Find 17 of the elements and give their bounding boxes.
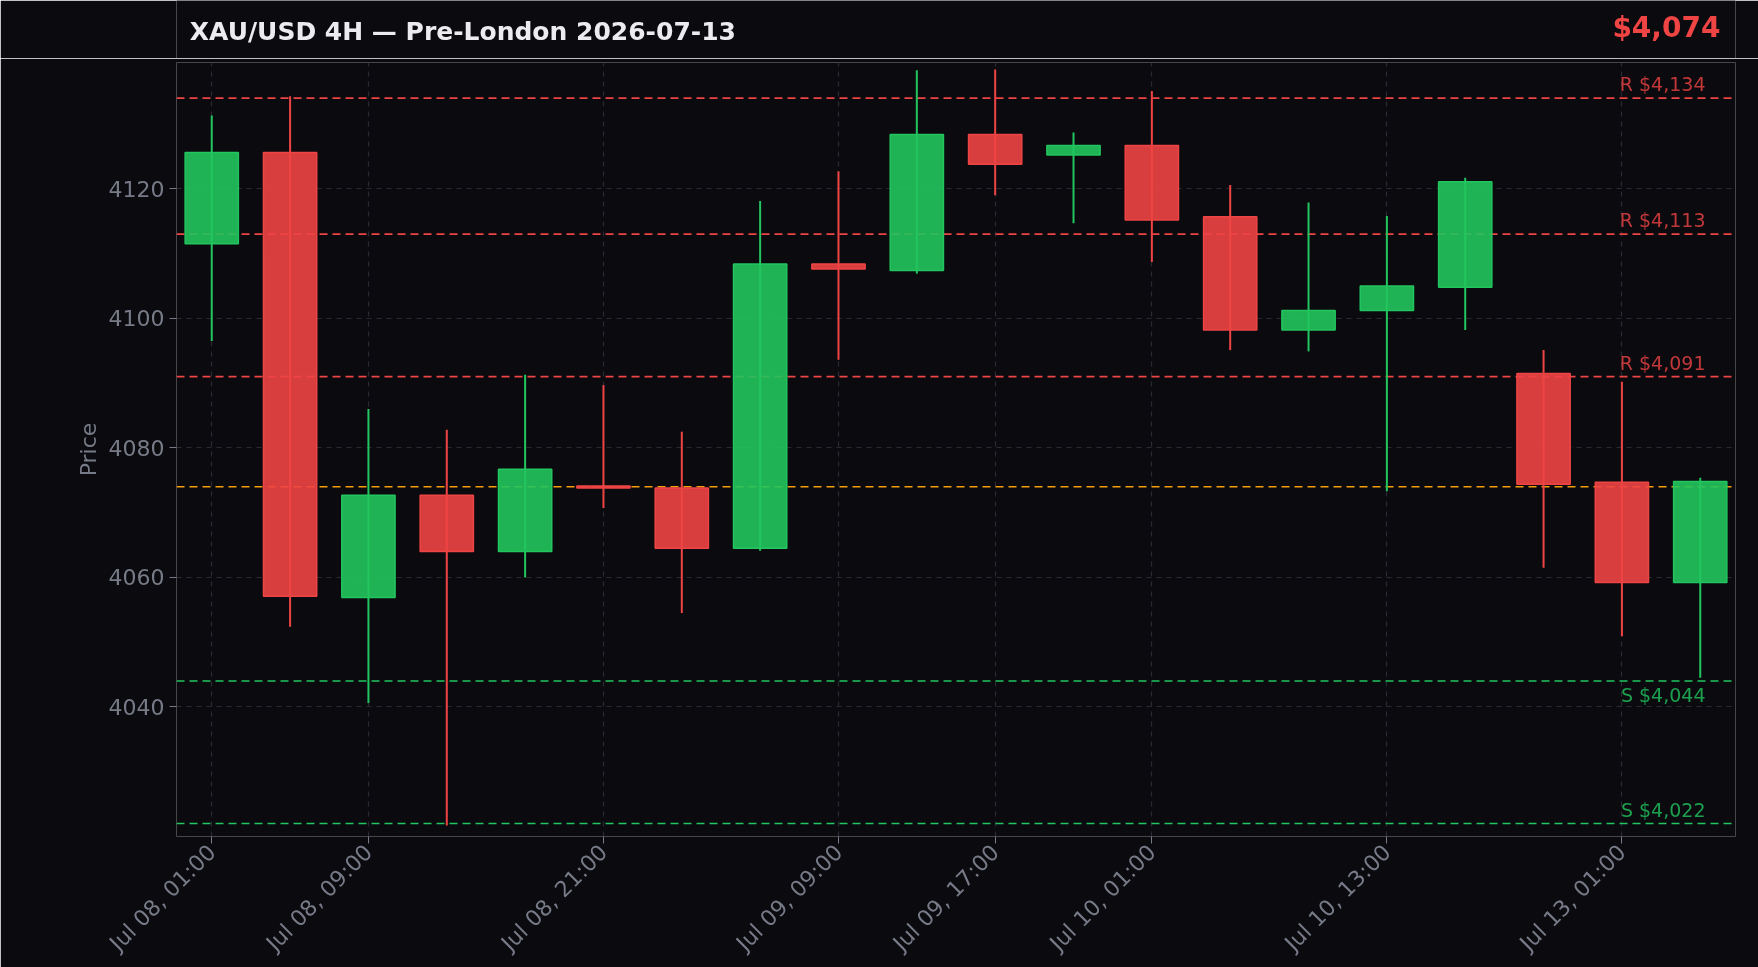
y-tick-label: 4100 (108, 306, 165, 332)
candlestick (1359, 215, 1415, 493)
y-tick-label: 4120 (108, 176, 165, 202)
y-tick-label: 4060 (108, 565, 165, 591)
chart-title: XAU/USD 4H — Pre-London 2026-07-13 (189, 17, 736, 46)
y-tick-label: 4040 (108, 694, 165, 720)
ref-line-label: R $4,091 (1619, 351, 1706, 374)
y-tick-label: 4080 (108, 435, 165, 461)
candlestick (1046, 131, 1101, 225)
ref-line-label: S $4,044 (1620, 684, 1706, 707)
candlestick (1281, 201, 1336, 353)
y-axis-title: Price (75, 422, 101, 477)
ref-line-label: R $4,134 (1619, 73, 1706, 96)
candlestick (576, 384, 631, 510)
ref-line-label: S $4,022 (1620, 798, 1706, 821)
text: $4,074 (1612, 11, 1721, 44)
ref-line-label: R $4,113 (1619, 209, 1706, 232)
